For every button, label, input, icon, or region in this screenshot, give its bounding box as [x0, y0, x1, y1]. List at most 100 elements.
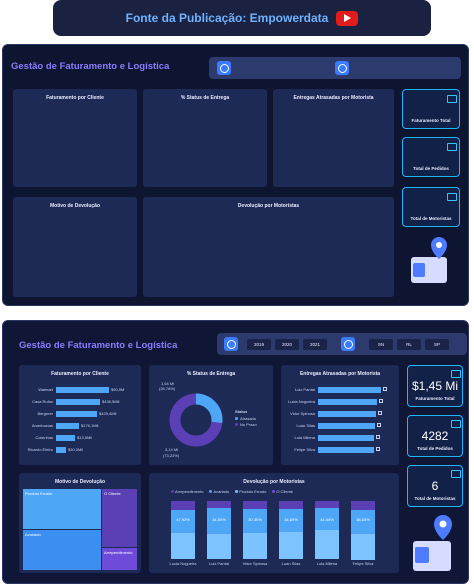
bar-end-marker	[379, 399, 383, 403]
legend-item: Produto Errado	[235, 489, 266, 494]
bar-label: Americanas	[31, 423, 53, 428]
bar-label: Lucia Nogueira	[288, 399, 315, 404]
kpi-label: Faturamento Total	[415, 396, 455, 401]
wireframe-filter-bar	[209, 57, 461, 79]
state-filter-sp[interactable]: SP	[425, 339, 449, 350]
kpi-label: Total de Motoristas	[414, 496, 456, 501]
bar-label: Casa Rufos	[32, 399, 53, 404]
kpi-motoristas: 6 Total de Motoristas	[407, 465, 463, 507]
state-filter-rl[interactable]: RL	[397, 339, 421, 350]
chart-title: % Status de Entrega	[186, 371, 236, 377]
bar[interactable]	[56, 387, 109, 393]
card-title: Devolução por Motoristas	[237, 203, 300, 209]
year-filter-2019[interactable]: 2019	[247, 339, 271, 350]
cart-icon	[447, 143, 457, 151]
cell-label: O Cliente	[104, 491, 121, 496]
bar-label: Lola Milena	[294, 435, 315, 440]
stack-segment[interactable]	[207, 508, 231, 534]
motivo-chart: Motivo de Devolução Produto Errado Avari…	[19, 473, 141, 573]
treemap-cell[interactable]: Arrependimento	[102, 548, 137, 570]
stack-segment[interactable]	[171, 533, 195, 559]
stack-segment[interactable]	[243, 501, 267, 509]
chart-title: Entregas Atrasadas por Motorista	[299, 371, 381, 377]
driver-label: Felipe Silva	[352, 561, 374, 566]
calendar-icon[interactable]	[217, 61, 231, 75]
location-icon[interactable]	[341, 337, 355, 351]
stack-segment[interactable]	[351, 501, 375, 510]
chart-title: Faturamento por Cliente	[51, 371, 109, 377]
driver-label: Luiz Pardal	[208, 561, 229, 566]
stack-segment[interactable]	[351, 534, 375, 560]
state-filter-sn[interactable]: SN	[369, 339, 393, 350]
wireframe-title: Gestão de Faturamento e Logística	[11, 61, 170, 72]
devolucao-chart: Devolução por Motoristas Arrependimento A…	[149, 473, 399, 573]
stack-pct-label: 47,92%	[176, 517, 190, 522]
stack-segment[interactable]	[207, 501, 231, 508]
legend-label: Atrasado	[240, 416, 257, 421]
bar-label: Felipe Silva	[294, 447, 315, 452]
money-icon	[451, 370, 461, 378]
bar-end-marker	[383, 387, 387, 391]
stack-segment[interactable]	[243, 533, 267, 559]
wireframe-dashboard: Gestão de Faturamento e Logística Fatura…	[2, 44, 469, 306]
treemap-cell[interactable]: Avariado	[23, 530, 101, 570]
youtube-icon[interactable]	[336, 10, 359, 26]
treemap-cell[interactable]: O Cliente	[102, 489, 137, 547]
bar[interactable]	[56, 411, 97, 417]
bar-label: Walmart	[38, 387, 53, 392]
stack-segment[interactable]	[243, 509, 267, 533]
legend-dot	[272, 490, 276, 493]
kpi-pedidos: 4282 Total de Pedidos	[407, 415, 463, 457]
kpi-card: Total de Motoristas	[402, 187, 460, 227]
stack-pct-label: 44,44%	[320, 517, 334, 522]
stack-segment[interactable]	[279, 501, 303, 509]
stack-segment[interactable]	[279, 532, 303, 559]
bar[interactable]	[56, 447, 66, 453]
donut-slice-atrasado	[169, 393, 223, 447]
bar[interactable]	[318, 435, 374, 441]
stack-segment[interactable]	[315, 530, 339, 559]
status-donut	[169, 393, 223, 447]
bar[interactable]	[56, 399, 100, 405]
bar-value: $13,5Mil	[77, 435, 93, 440]
stack-pct-label: 38,63%	[356, 517, 370, 522]
driver-label: Lucia Nogueira	[169, 561, 197, 566]
bar[interactable]	[318, 399, 377, 405]
location-icon[interactable]	[335, 61, 349, 75]
legend-dot	[235, 417, 238, 420]
calendar-icon[interactable]	[224, 337, 238, 351]
money-icon	[447, 95, 457, 103]
card-atrasadas: Entregas Atrasadas por Motorista	[273, 89, 394, 187]
banner-text: Fonte da Publicação: Empowerdata	[125, 11, 329, 25]
bar-label: Luiz Pardal	[294, 387, 315, 392]
bar[interactable]	[56, 423, 79, 429]
chart-title: Devolução por Motoristas	[243, 479, 305, 485]
driver-label: Luan Silas	[281, 561, 301, 566]
card-title: Motivo de Devolução	[49, 203, 100, 209]
stack-segment[interactable]	[351, 510, 375, 534]
stack-segment[interactable]	[315, 508, 339, 530]
legend-item: O Cliente	[272, 489, 293, 494]
year-filter-2020[interactable]: 2020	[275, 339, 299, 350]
treemap-cell[interactable]: Produto Errado	[23, 489, 101, 529]
stack-segment[interactable]	[279, 509, 303, 532]
stack-segment[interactable]	[171, 501, 195, 510]
bar[interactable]	[318, 423, 375, 429]
legend-item: No Prazo	[235, 422, 257, 427]
year-filter-2021[interactable]: 2021	[303, 339, 327, 350]
stack-segment[interactable]	[315, 501, 339, 508]
bar[interactable]	[318, 411, 376, 417]
bar[interactable]	[318, 447, 374, 453]
stack-segment[interactable]	[171, 510, 195, 533]
kpi-card: Total de Pedidos	[402, 137, 460, 177]
card-faturamento: Faturamento por Cliente	[13, 89, 137, 187]
devolucao-legend: Arrependimento Avariado Produto Errado O Cl…	[171, 489, 293, 494]
bar[interactable]	[318, 387, 381, 393]
donut-top-value: 1,64 Mi	[161, 381, 175, 386]
bar[interactable]	[56, 435, 75, 441]
cell-label: Produto Errado	[25, 491, 53, 496]
legend-label: Produto Errado	[239, 489, 267, 494]
legend-dot	[171, 490, 174, 493]
bar-value: $90,9M	[111, 387, 125, 392]
stack-segment[interactable]	[207, 534, 231, 559]
